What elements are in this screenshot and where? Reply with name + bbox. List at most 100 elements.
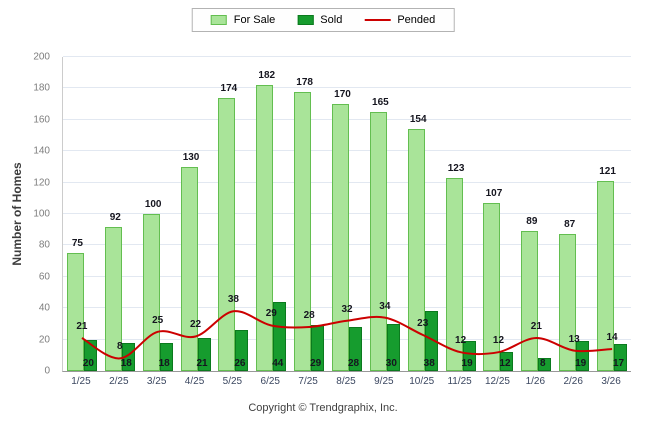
sold-value-label: 20 xyxy=(82,358,94,369)
y-tick-label: 40 xyxy=(38,302,50,314)
y-tick-label: 100 xyxy=(33,208,50,220)
pended-value-label: 22 xyxy=(189,319,202,331)
sold-bar xyxy=(538,358,552,371)
y-axis: 0 20 40 60 80 100 120 140 160 180 200 xyxy=(0,52,56,377)
y-tick-label: 140 xyxy=(33,145,50,157)
pended-value-label: 32 xyxy=(341,303,353,315)
sold-bar xyxy=(349,327,362,371)
pended-line xyxy=(81,310,613,360)
x-tick-label: 12/25 xyxy=(484,376,510,387)
x-tick-label: 3/26 xyxy=(601,376,621,387)
pended-value-label: 8 xyxy=(117,341,123,353)
for-sale-bar xyxy=(218,97,236,371)
sold-value-label: 29 xyxy=(310,358,322,369)
legend-item-sold: Sold xyxy=(297,14,342,26)
sold-bar xyxy=(386,323,400,371)
legend-bar-swatch xyxy=(210,15,227,25)
chart-legend: For Sale Sold Pended xyxy=(191,8,455,32)
for-sale-value-label: 154 xyxy=(409,114,427,126)
x-tick-label: 2/25 xyxy=(109,376,129,387)
sold-value-label: 18 xyxy=(158,358,170,369)
pended-value-label: 12 xyxy=(492,335,505,347)
x-tick-label: 8/25 xyxy=(336,376,356,387)
for-sale-value-label: 170 xyxy=(334,89,351,101)
for-sale-bar xyxy=(294,91,312,371)
for-sale-value-label: 130 xyxy=(182,151,200,163)
for-sale-value-label: 107 xyxy=(485,188,503,200)
for-sale-bar xyxy=(256,85,274,371)
pended-value-label: 14 xyxy=(606,332,618,344)
y-tick-label: 180 xyxy=(33,82,50,94)
sold-bar xyxy=(273,301,287,371)
x-tick-label: 4/25 xyxy=(184,376,205,387)
y-tick-label: 60 xyxy=(38,271,50,283)
for-sale-value-label: 165 xyxy=(372,96,389,108)
sold-value-label: 19 xyxy=(461,358,473,369)
pended-value-label: 34 xyxy=(379,300,391,312)
for-sale-value-label: 100 xyxy=(144,199,162,210)
for-sale-value-label: 75 xyxy=(71,238,83,250)
legend-bar-swatch xyxy=(297,15,314,25)
sold-value-label: 18 xyxy=(120,358,132,369)
legend-label: Pended xyxy=(397,14,436,26)
sold-value-label: 12 xyxy=(499,358,511,369)
pended-value-label: 21 xyxy=(76,321,88,333)
for-sale-value-label: 89 xyxy=(526,216,538,228)
x-tick-label: 11/25 xyxy=(447,376,472,387)
pended-value-label: 13 xyxy=(568,333,580,345)
copyright-text: Copyright © Trendgraphix, Inc. xyxy=(248,402,398,414)
for-sale-bar xyxy=(369,111,387,371)
sold-bar xyxy=(159,342,173,371)
for-sale-bar xyxy=(483,203,501,371)
x-axis: 1/25 2/25 3/25 4/25 5/25 6/25 7/25 8/25 9/25 10/2… xyxy=(62,376,630,390)
sold-value-label: 44 xyxy=(272,358,284,369)
for-sale-bar xyxy=(104,226,122,371)
sold-value-label: 19 xyxy=(575,358,587,369)
pended-line-chart xyxy=(81,310,613,360)
sold-value-label: 26 xyxy=(234,358,246,369)
for-sale-value-label: 178 xyxy=(296,76,313,88)
pended-value-label: 21 xyxy=(530,321,542,333)
for-sale-value-label: 92 xyxy=(109,211,121,223)
sold-value-label: 21 xyxy=(196,358,208,369)
x-tick-label: 9/25 xyxy=(374,376,394,387)
legend-item-for-sale: For Sale xyxy=(210,14,276,26)
sold-value-label: 30 xyxy=(385,358,397,369)
for-sale-bar xyxy=(521,231,539,371)
sold-bar xyxy=(235,330,249,371)
y-tick-label: 80 xyxy=(38,239,50,251)
for-sale-value-label: 87 xyxy=(564,219,576,231)
sold-bar xyxy=(500,352,514,371)
pended-value-label: 28 xyxy=(303,310,315,322)
x-tick-label: 2/26 xyxy=(563,376,583,387)
sold-value-label: 17 xyxy=(613,358,625,369)
x-tick-label: 1/25 xyxy=(71,376,91,387)
legend-label: For Sale xyxy=(233,14,276,26)
x-tick-label: 7/25 xyxy=(298,376,318,387)
for-sale-bar xyxy=(180,166,198,371)
x-tick-label: 1/26 xyxy=(525,376,546,387)
legend-label: Sold xyxy=(320,14,343,26)
sold-value-label: 38 xyxy=(423,358,435,369)
x-tick-label: 10/25 xyxy=(409,376,435,387)
y-tick-label: 120 xyxy=(33,177,50,189)
gridline xyxy=(63,56,631,57)
sold-bar xyxy=(614,344,628,371)
for-sale-value-label: 123 xyxy=(447,162,465,174)
y-tick-label: 0 xyxy=(44,365,50,377)
y-tick-label: 20 xyxy=(38,334,50,346)
for-sale-bar xyxy=(559,234,577,371)
legend-item-pended: Pended xyxy=(364,14,435,26)
for-sale-bar xyxy=(332,104,349,371)
sold-bar xyxy=(121,342,135,371)
for-sale-value-label: 182 xyxy=(258,70,276,82)
pended-value-label: 29 xyxy=(265,308,277,320)
x-tick-label: 6/25 xyxy=(260,376,280,387)
pended-value-label: 25 xyxy=(152,314,164,326)
legend-line-swatch xyxy=(364,19,391,21)
for-sale-bar xyxy=(407,129,425,371)
for-sale-bar xyxy=(66,253,84,371)
pended-value-label: 38 xyxy=(227,294,239,306)
x-tick-label: 5/25 xyxy=(222,376,243,387)
